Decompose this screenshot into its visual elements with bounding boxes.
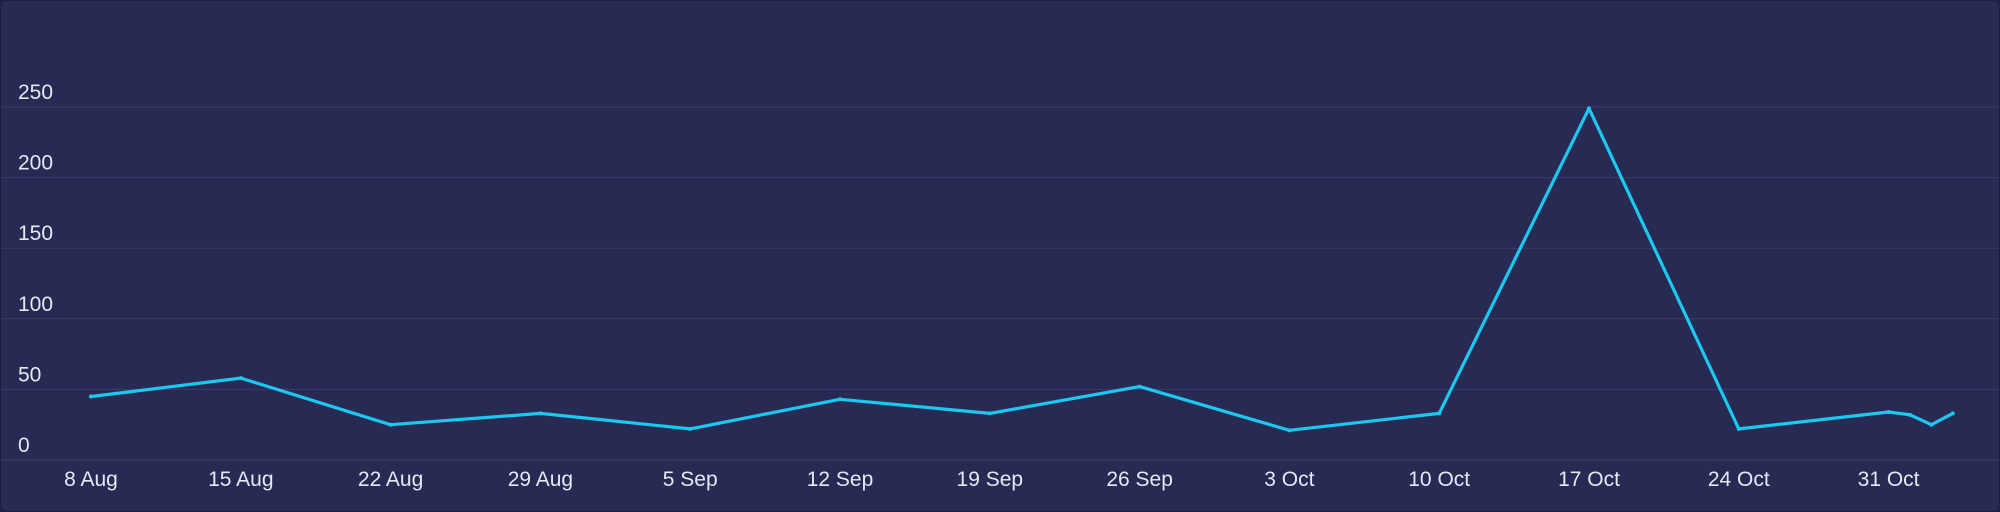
data-point[interactable]	[238, 376, 243, 381]
data-point[interactable]	[1437, 411, 1442, 416]
x-tick-label: 3 Oct	[1264, 468, 1314, 491]
data-point[interactable]	[1287, 428, 1292, 433]
y-tick-label: 250	[18, 81, 53, 104]
x-tick-label: 19 Sep	[957, 468, 1024, 491]
x-tick-label: 12 Sep	[807, 468, 874, 491]
x-tick-label: 24 Oct	[1708, 468, 1770, 491]
x-tick-label: 10 Oct	[1408, 468, 1470, 491]
y-tick-label: 150	[18, 222, 53, 245]
x-tick-label: 15 Aug	[208, 468, 273, 491]
x-axis-ticks: 8 Aug 15 Aug 22 Aug 29 Aug 5 Sep 12 Sep 19 Sep…	[64, 468, 1920, 491]
data-point[interactable]	[987, 411, 992, 416]
x-tick-label: 29 Aug	[508, 468, 573, 491]
data-point[interactable]	[1929, 422, 1934, 427]
data-point[interactable]	[1736, 426, 1741, 431]
x-tick-label: 8 Aug	[64, 468, 118, 491]
y-tick-label: 100	[18, 293, 53, 316]
x-tick-label: 31 Oct	[1858, 468, 1920, 491]
data-point[interactable]	[538, 411, 543, 416]
y-tick-label: 50	[18, 363, 41, 386]
data-point[interactable]	[1137, 384, 1142, 389]
data-point[interactable]	[388, 422, 393, 427]
series-line-0	[89, 106, 1955, 432]
data-point[interactable]	[89, 394, 93, 399]
data-point[interactable]	[1886, 409, 1891, 414]
x-tick-label: 5 Sep	[663, 468, 718, 491]
gridlines	[1, 106, 1999, 461]
series-layer	[89, 106, 1955, 433]
data-point[interactable]	[838, 397, 842, 402]
y-axis-ticks: 0 50 100 150 200 250	[18, 81, 53, 457]
data-point[interactable]	[1908, 412, 1912, 417]
x-tick-label: 22 Aug	[358, 468, 423, 491]
data-point[interactable]	[1587, 106, 1591, 111]
data-point[interactable]	[1950, 411, 1955, 416]
x-tick-label: 17 Oct	[1558, 468, 1620, 491]
y-tick-label: 0	[18, 434, 30, 457]
y-tick-label: 200	[18, 152, 53, 175]
data-point[interactable]	[688, 426, 693, 431]
x-tick-label: 26 Sep	[1106, 468, 1173, 491]
